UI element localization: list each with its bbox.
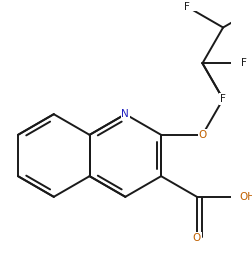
Text: O: O: [192, 233, 200, 243]
Text: F: F: [184, 2, 190, 12]
Text: F: F: [219, 94, 225, 104]
Text: OH: OH: [238, 192, 252, 202]
Text: N: N: [121, 109, 129, 119]
Text: F: F: [240, 58, 246, 68]
Text: O: O: [198, 130, 206, 140]
